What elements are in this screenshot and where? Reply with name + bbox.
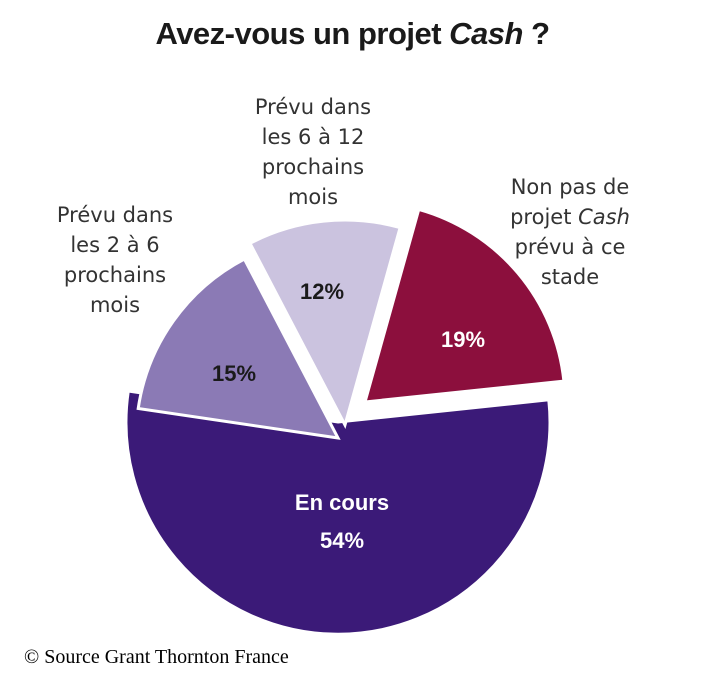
slice-value-2: 15%	[212, 361, 256, 386]
title-em: Cash	[449, 16, 523, 51]
slice-category-label-3: Prévu dans	[255, 95, 371, 119]
slice-category-label-3: prochains	[262, 155, 364, 179]
slice-category-label-2: prochains	[64, 263, 166, 287]
pie-slice-2	[136, 256, 341, 440]
slice-category-label-2: Prévu dans	[57, 203, 173, 227]
slice-value-1: 54%	[320, 528, 364, 553]
slice-value-3: 12%	[300, 279, 344, 304]
chart-title: Avez-vous un projet Cash ?	[0, 16, 705, 52]
slice-category-label-4: prévu à ce	[515, 235, 626, 259]
slice-label-1: En cours	[295, 490, 389, 515]
slice-category-label-4: stade	[541, 265, 599, 289]
pie-slice-1	[124, 389, 552, 636]
slice-category-label-3: les 6 à 12	[262, 125, 365, 149]
pie-slice-3	[247, 218, 402, 430]
slice-category-label-4: projet Cash	[510, 205, 630, 229]
slice-category-label-2: les 2 à 6	[70, 233, 159, 257]
slice-value-4: 19%	[441, 327, 485, 352]
title-prefix: Avez-vous un projet	[155, 16, 450, 51]
slice-category-label-2: mois	[90, 293, 140, 317]
slice-category-label-3: mois	[288, 185, 338, 209]
slice-category-label-4: Non pas de	[511, 175, 630, 199]
source-credit: © Source Grant Thornton France	[24, 646, 289, 668]
pie-slice-4	[362, 207, 566, 404]
title-suffix: ?	[522, 16, 550, 51]
